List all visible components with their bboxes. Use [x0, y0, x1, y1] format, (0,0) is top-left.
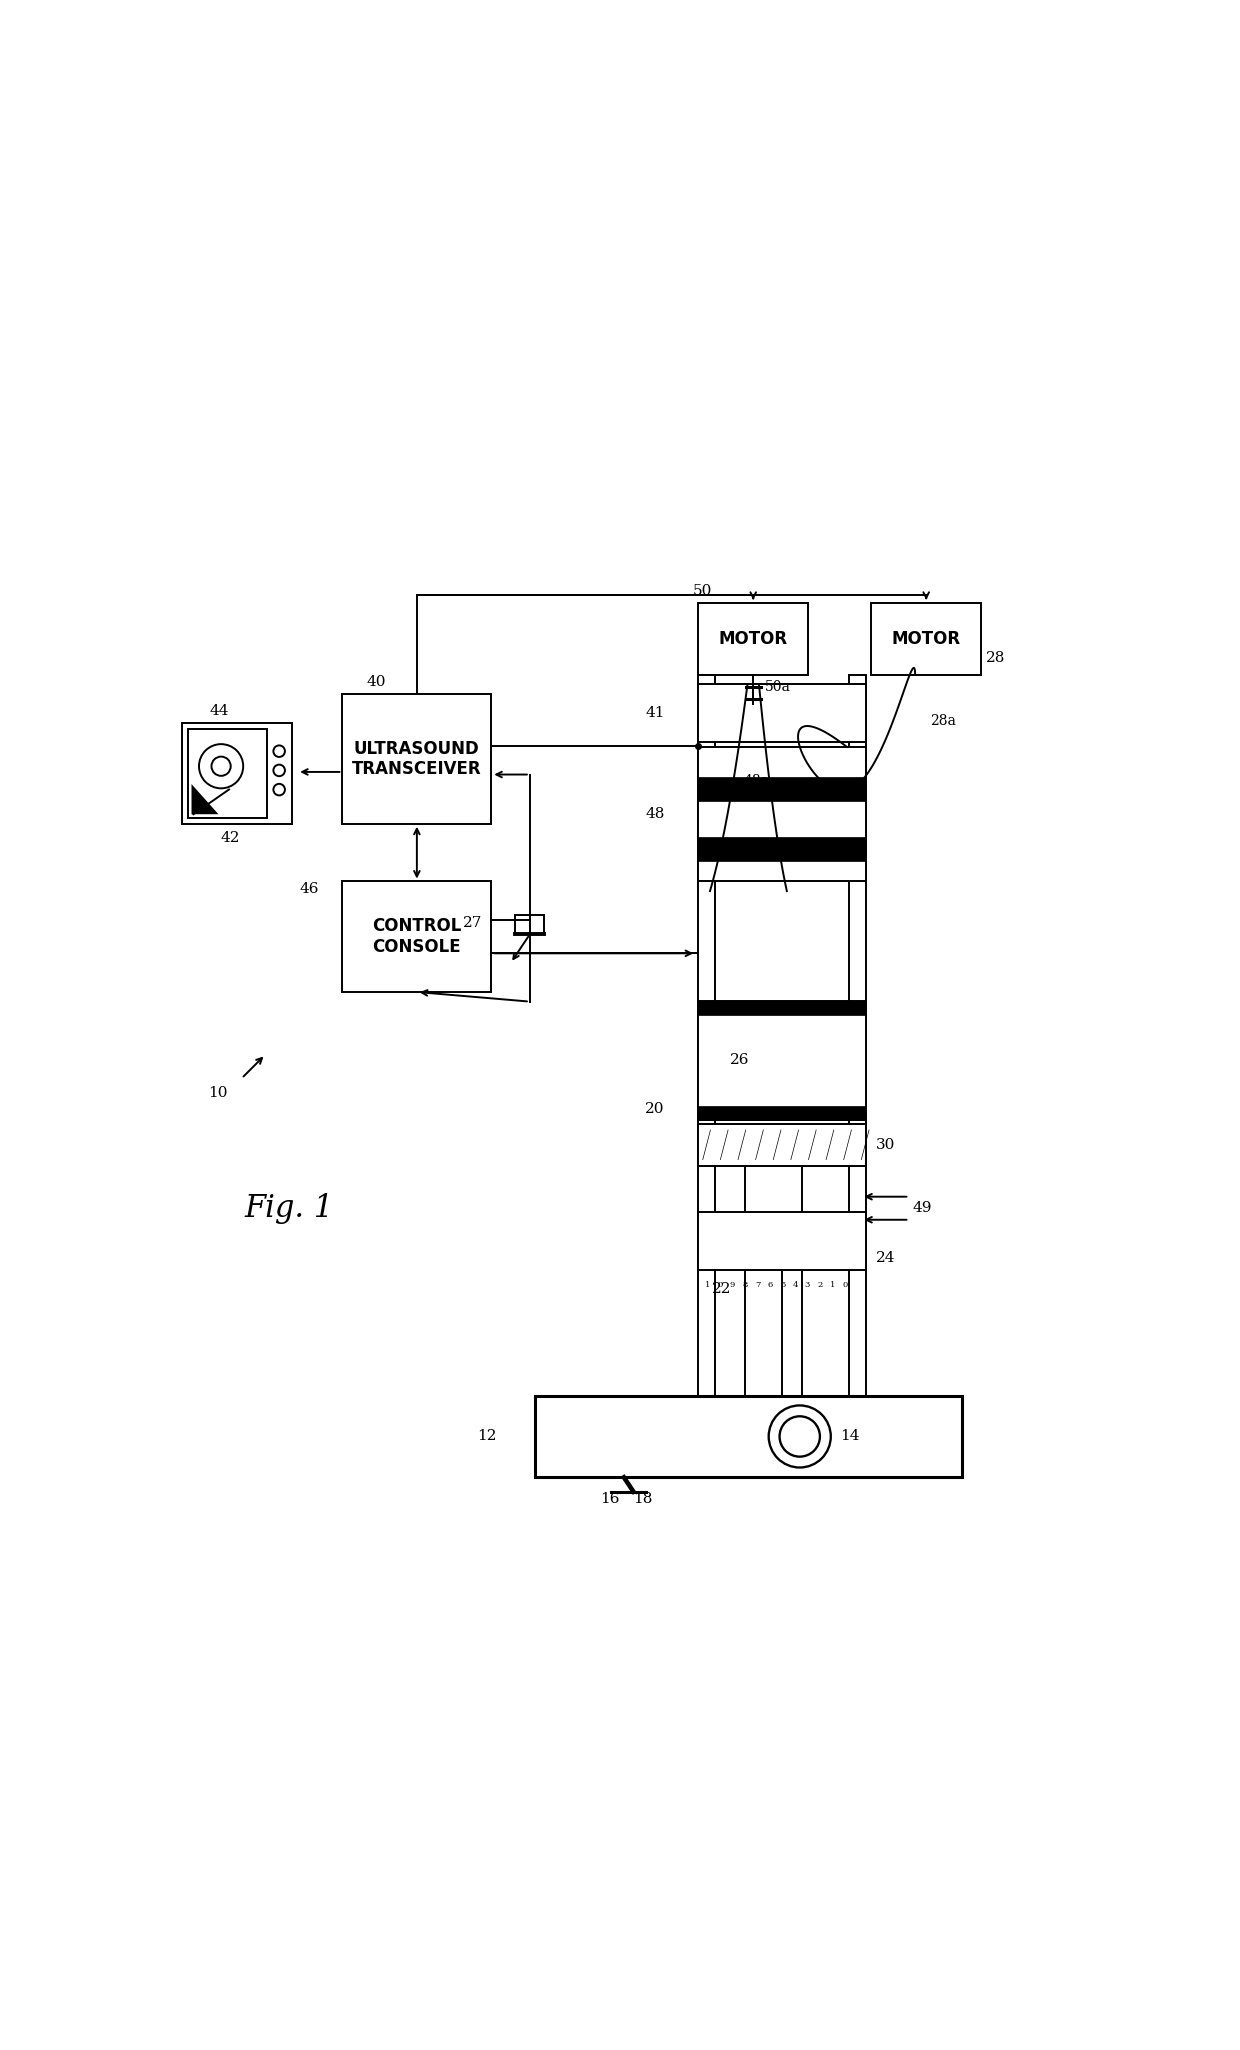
Polygon shape — [191, 783, 218, 814]
Text: 46: 46 — [299, 882, 319, 896]
Text: 28a: 28a — [930, 713, 956, 728]
Text: 7: 7 — [755, 1281, 760, 1289]
Bar — [698, 836, 866, 861]
Text: MOTOR: MOTOR — [719, 629, 787, 648]
Text: 5: 5 — [780, 1281, 785, 1289]
Text: ULTRASOUND
TRANSCEIVER: ULTRASOUND TRANSCEIVER — [352, 740, 481, 779]
Text: 20: 20 — [645, 1103, 665, 1115]
Text: 10: 10 — [208, 1086, 227, 1101]
Text: 18: 18 — [634, 1492, 652, 1507]
Bar — [698, 1212, 866, 1269]
Text: 27: 27 — [463, 916, 482, 929]
Text: 30: 30 — [875, 1138, 895, 1152]
Bar — [342, 695, 491, 824]
Bar — [187, 728, 268, 818]
Text: 49: 49 — [913, 1201, 931, 1216]
Bar — [698, 1105, 866, 1119]
Bar — [698, 1000, 866, 1119]
Text: 48a: 48a — [744, 773, 770, 787]
Bar — [870, 603, 982, 674]
Text: 3: 3 — [805, 1281, 810, 1289]
Text: 2: 2 — [817, 1281, 822, 1289]
Bar — [698, 1000, 866, 1015]
Text: CONTROL
CONSOLE: CONTROL CONSOLE — [372, 916, 461, 955]
Bar — [342, 882, 491, 992]
Text: 14: 14 — [841, 1429, 859, 1443]
Text: 50: 50 — [693, 584, 713, 599]
Text: 28: 28 — [986, 652, 1006, 666]
Text: 22: 22 — [712, 1281, 732, 1296]
Text: 44: 44 — [210, 703, 229, 718]
Bar — [698, 1123, 866, 1166]
Text: MOTOR: MOTOR — [892, 629, 961, 648]
Bar — [534, 1396, 962, 1478]
Text: 4: 4 — [792, 1281, 797, 1289]
Text: 40: 40 — [367, 674, 386, 689]
Text: Fig. 1: Fig. 1 — [246, 1193, 334, 1224]
Bar — [698, 603, 808, 674]
Text: 26: 26 — [730, 1054, 750, 1068]
Bar — [698, 746, 866, 882]
Bar — [849, 674, 866, 1421]
Text: 6: 6 — [768, 1281, 773, 1289]
Text: 1: 1 — [704, 1281, 711, 1289]
Text: 42: 42 — [221, 830, 241, 845]
Text: 16: 16 — [600, 1492, 619, 1507]
Text: 0: 0 — [842, 1281, 848, 1289]
Text: 8: 8 — [743, 1281, 748, 1289]
Text: 0: 0 — [718, 1281, 723, 1289]
Text: 12: 12 — [476, 1429, 496, 1443]
Text: 50a: 50a — [765, 681, 791, 695]
Text: 24: 24 — [875, 1250, 895, 1265]
Text: 48: 48 — [645, 808, 665, 822]
Bar — [698, 685, 866, 742]
Text: 41: 41 — [645, 707, 665, 720]
Text: 9: 9 — [730, 1281, 735, 1289]
Text: 1: 1 — [830, 1281, 836, 1289]
Bar — [182, 724, 293, 824]
Bar — [698, 674, 714, 1421]
Bar — [698, 777, 866, 802]
